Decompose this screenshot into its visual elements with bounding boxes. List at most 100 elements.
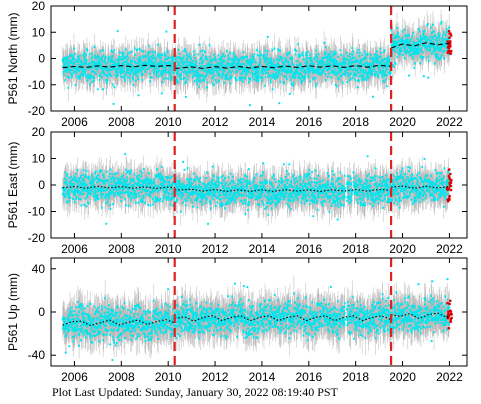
outlier-point xyxy=(446,278,449,281)
recent-point xyxy=(448,181,452,185)
recent-point xyxy=(449,299,452,303)
outlier-point xyxy=(427,76,430,79)
outlier-point xyxy=(206,222,210,225)
x-tick-label: 2008 xyxy=(108,242,135,256)
outlier-point xyxy=(266,35,269,39)
y-tick-label: -40 xyxy=(28,348,46,362)
recent-point xyxy=(449,317,453,321)
x-tick-label: 2016 xyxy=(295,370,322,384)
outlier-point xyxy=(408,74,411,77)
data-points xyxy=(61,291,451,347)
outlier-point xyxy=(105,222,108,225)
outlier-point xyxy=(123,152,127,156)
data-layer xyxy=(61,9,453,107)
outlier-point xyxy=(244,212,247,215)
outlier-point xyxy=(111,358,114,362)
x-tick-label: 2014 xyxy=(249,370,276,384)
y-tick-label: 0 xyxy=(38,52,45,66)
outlier-point xyxy=(417,283,420,286)
footer-timestamp: Sunday, January 30, 2022 08:19:40 PST xyxy=(145,385,338,399)
outlier-point xyxy=(114,344,117,347)
outlier-point xyxy=(109,207,112,210)
outlier-point xyxy=(188,298,191,301)
recent-point xyxy=(448,36,451,40)
x-tick-label: 2006 xyxy=(61,370,88,384)
recent-point xyxy=(449,172,452,176)
recent-point xyxy=(449,320,452,323)
outlier-point xyxy=(242,284,245,288)
outlier-point xyxy=(329,285,332,288)
recent-point xyxy=(447,29,451,33)
recent-point xyxy=(449,188,453,192)
recent-point xyxy=(449,184,453,188)
outlier-point xyxy=(288,163,291,166)
panel-1: -20 -10 0 10 20 2006 2008 2010 2012 2014 2016 2018 2… xyxy=(6,0,468,129)
x-tick-label: 2008 xyxy=(108,115,135,129)
x-tick-label: 2020 xyxy=(389,242,416,256)
x-tick-label: 2018 xyxy=(342,370,369,384)
x-tick-label: 2012 xyxy=(202,115,229,129)
outlier-point xyxy=(431,280,434,283)
x-tick-label: 2016 xyxy=(295,242,322,256)
outlier-point xyxy=(336,218,339,221)
outlier-point xyxy=(68,345,71,348)
y-tick-label: 20 xyxy=(32,125,46,139)
recent-point xyxy=(449,49,453,53)
data-points xyxy=(61,20,451,91)
x-tick-label: 2008 xyxy=(108,370,135,384)
outlier-point xyxy=(273,293,276,296)
recent-point xyxy=(448,313,452,316)
outlier-point xyxy=(137,94,140,97)
model-line xyxy=(62,42,450,70)
recent-point xyxy=(449,34,453,37)
outlier-point xyxy=(96,88,99,91)
panel-3: -40 0 40 2006 2008 2010 2012 2014 2016 2018 2020 20… xyxy=(6,257,468,384)
outlier-point xyxy=(407,165,410,168)
outlier-point xyxy=(366,155,369,158)
outlier-point xyxy=(246,285,249,289)
outlier-point xyxy=(385,85,388,88)
recent-point xyxy=(446,301,449,305)
x-tick-label: 2022 xyxy=(436,370,463,384)
x-tick-label: 2018 xyxy=(342,242,369,256)
recent-point xyxy=(449,52,453,55)
recent-point xyxy=(448,302,451,306)
outlier-point xyxy=(413,66,416,69)
recent-point xyxy=(449,44,452,48)
plot-last-updated: Plot Last Updated: Sunday, January 30, 2… xyxy=(52,385,338,400)
outlier-point xyxy=(278,102,281,105)
x-tick-label: 2022 xyxy=(436,242,463,256)
outlier-point xyxy=(183,168,186,171)
outlier-point xyxy=(430,339,433,343)
recent-point xyxy=(449,40,452,43)
outlier-point xyxy=(247,168,250,171)
outlier-point xyxy=(184,95,187,98)
recent-point xyxy=(446,188,450,191)
x-tick-label: 2014 xyxy=(249,242,276,256)
x-tick-label: 2006 xyxy=(61,242,88,256)
x-tick-label: 2006 xyxy=(61,115,88,129)
recent-point xyxy=(446,200,450,203)
outlier-point xyxy=(352,337,355,340)
outlier-point xyxy=(112,102,115,105)
outlier-point xyxy=(64,351,67,354)
outlier-point xyxy=(288,92,291,96)
outlier-point xyxy=(165,30,168,33)
outlier-point xyxy=(423,157,426,160)
y-tick-label: -20 xyxy=(28,231,46,245)
outlier-point xyxy=(262,162,265,165)
recent-point xyxy=(447,326,451,330)
y-tick-label: -10 xyxy=(28,78,46,92)
model-line xyxy=(62,185,450,192)
outlier-point xyxy=(371,95,375,98)
footer-label: Plot Last Updated: xyxy=(52,385,142,399)
y-axis-label: P561 Up (mm) xyxy=(6,273,20,351)
x-tick-label: 2020 xyxy=(389,115,416,129)
outlier-point xyxy=(356,86,359,89)
outlier-point xyxy=(211,165,214,168)
recent-point xyxy=(447,168,451,171)
x-tick-label: 2016 xyxy=(295,115,322,129)
x-tick-label: 2010 xyxy=(155,115,182,129)
x-tick-label: 2018 xyxy=(342,115,369,129)
